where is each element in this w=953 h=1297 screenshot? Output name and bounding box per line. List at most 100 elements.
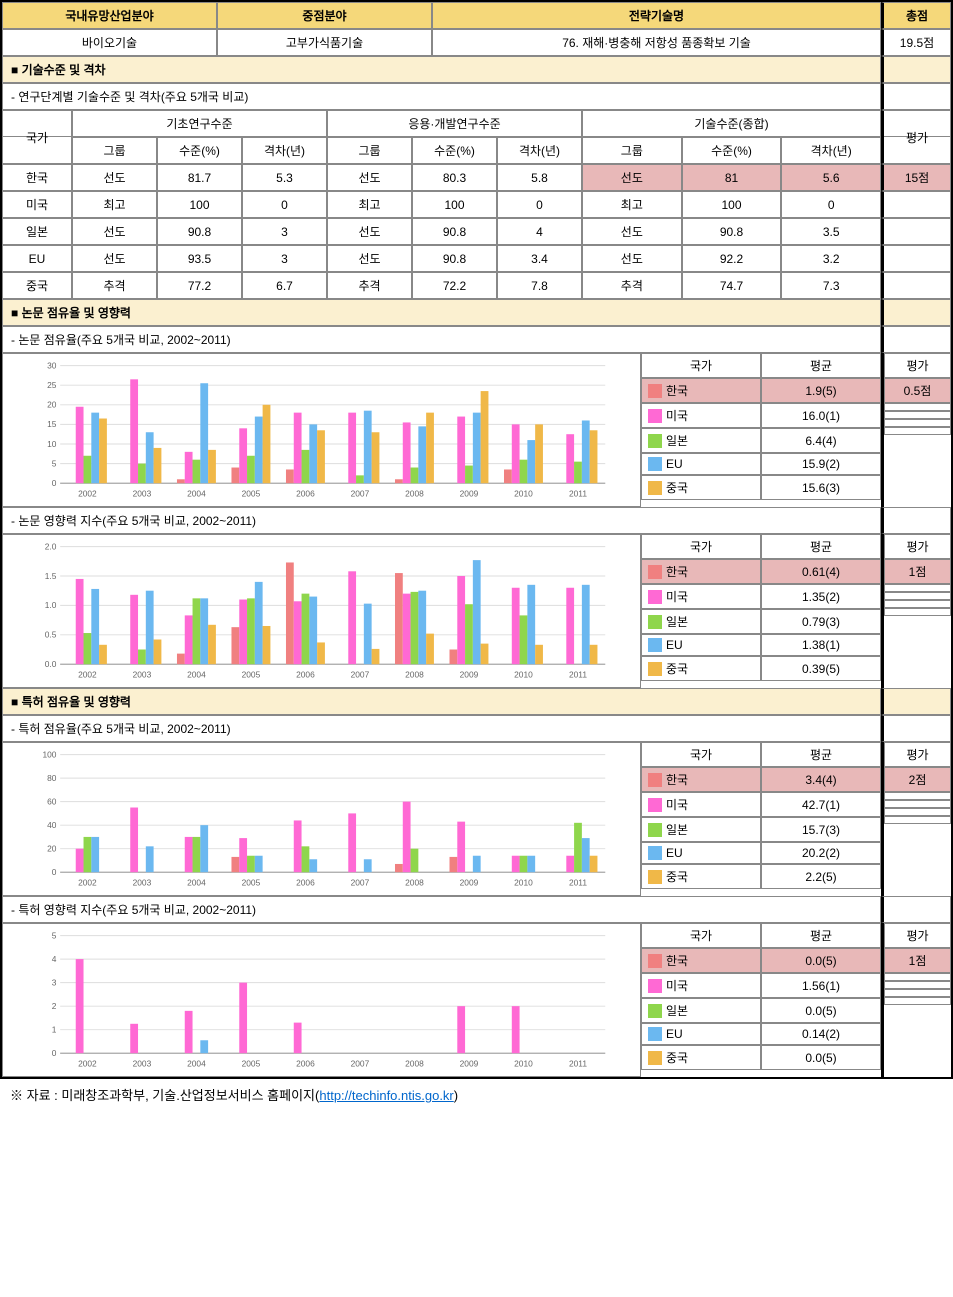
bar <box>372 649 380 664</box>
bar <box>457 1006 465 1053</box>
bar <box>146 846 154 872</box>
legend-swatch <box>648 823 662 837</box>
tech-row: 일본선도90.83선도90.84선도90.83.5 <box>2 218 951 245</box>
tech-cell: 5.6 <box>781 164 881 191</box>
legend-swatch <box>648 870 662 884</box>
legend-eval-blank <box>884 808 951 816</box>
bar <box>263 626 271 664</box>
legend-avg: 15.6(3) <box>761 475 881 500</box>
bar <box>465 466 473 484</box>
val-col3: 76. 재해·병충해 저항성 품종확보 기술 <box>432 29 881 56</box>
svg-text:2011: 2011 <box>569 877 587 887</box>
th-g1-group: 그룹 <box>72 137 157 164</box>
bar <box>309 597 317 665</box>
bar <box>473 413 481 484</box>
legend-eval-blank <box>884 608 951 616</box>
bar <box>590 645 598 664</box>
legend-avg: 15.7(3) <box>761 817 881 842</box>
svg-text:2004: 2004 <box>187 1058 206 1068</box>
svg-text:0: 0 <box>52 1048 57 1058</box>
chart3-block: - 특허 점유율(주요 5개국 비교, 2002~2011)0204060801… <box>2 715 951 896</box>
bar <box>348 571 356 664</box>
bar <box>200 825 208 872</box>
legend-eval-blank <box>884 411 951 419</box>
svg-text:2004: 2004 <box>187 877 206 887</box>
tech-cell: 선도 <box>582 218 682 245</box>
section2-title: ■ 논문 점유율 및 영향력 <box>2 299 881 326</box>
bar <box>76 407 84 483</box>
legend-swatch <box>648 954 662 968</box>
svg-text:25: 25 <box>47 380 57 390</box>
source-link[interactable]: http://techinfo.ntis.go.kr <box>319 1088 453 1103</box>
bar <box>566 588 574 664</box>
legend-country: EU <box>641 842 761 864</box>
svg-text:2011: 2011 <box>569 669 587 679</box>
svg-text:60: 60 <box>47 796 57 806</box>
chart-legend: 국가평균한국0.61(4)미국1.35(2)일본0.79(3)EU1.38(1)… <box>641 534 881 688</box>
svg-text:2007: 2007 <box>351 1058 370 1068</box>
tech-cell: 90.8 <box>412 218 497 245</box>
chart-legend: 국가평균한국3.4(4)미국42.7(1)일본15.7(3)EU20.2(2)중… <box>641 742 881 896</box>
section2-blank <box>881 299 951 326</box>
tech-row: 한국선도81.75.3선도80.35.8선도815.615점 <box>2 164 951 191</box>
legend-hdr-eval: 평가 <box>884 353 951 378</box>
hdr-col2: 중점분야 <box>217 2 432 29</box>
tech-cell: 4 <box>497 218 582 245</box>
tech-cell: 80.3 <box>412 164 497 191</box>
bar <box>154 640 162 665</box>
legend-country: 중국 <box>641 475 761 500</box>
bar <box>193 837 201 872</box>
legend-eval-val: 0.5점 <box>884 378 951 403</box>
bar <box>208 450 216 483</box>
legend-swatch <box>648 409 662 423</box>
section1-score-blank <box>881 56 951 83</box>
bar <box>294 413 302 484</box>
chart-subtitle: - 특허 점유율(주요 5개국 비교, 2002~2011) <box>2 715 881 742</box>
svg-text:15: 15 <box>47 419 57 429</box>
tech-cell: 0 <box>242 191 327 218</box>
section1-subtitle-row: - 연구단계별 기술수준 및 격차(주요 5개국 비교) <box>2 83 951 110</box>
header-val-row: 바이오기술 고부가식품기술 76. 재해·병충해 저항성 품종확보 기술 19.… <box>2 29 951 56</box>
tech-row: EU선도93.53선도90.83.4선도92.23.2 <box>2 245 951 272</box>
bar <box>590 856 598 872</box>
tech-cell: 90.8 <box>157 218 242 245</box>
chart-legend: 국가평균한국1.9(5)미국16.0(1)일본6.4(4)EU15.9(2)중국… <box>641 353 881 507</box>
th-g3-level: 수준(%) <box>682 137 782 164</box>
bar <box>527 856 535 872</box>
bar <box>411 849 419 873</box>
source-suffix: ) <box>454 1088 458 1103</box>
tech-cell: 90.8 <box>412 245 497 272</box>
svg-text:2006: 2006 <box>296 1058 315 1068</box>
bar <box>395 864 403 872</box>
section2-title-row: ■ 논문 점유율 및 영향력 <box>2 299 951 326</box>
th-g1-gap: 격차(년) <box>242 137 327 164</box>
th-g2: 응용·개발연구수준 <box>327 110 582 137</box>
legend-hdr-avg: 평균 <box>761 923 881 948</box>
legend-eval-blank <box>884 997 951 1005</box>
bar <box>403 802 411 873</box>
bar <box>154 448 162 483</box>
legend-swatch <box>648 457 662 471</box>
bar <box>130 379 138 483</box>
bar <box>356 475 364 483</box>
bar <box>84 456 92 483</box>
bar <box>294 820 302 872</box>
svg-text:2004: 2004 <box>187 669 206 679</box>
bar <box>130 595 138 664</box>
report-table: 국내유망산업분야 중점분야 전략기술명 총점 바이오기술 고부가식품기술 76.… <box>0 0 953 1079</box>
legend-swatch <box>648 1004 662 1018</box>
section1-subtitle: - 연구단계별 기술수준 및 격차(주요 5개국 비교) <box>2 83 881 110</box>
svg-text:20: 20 <box>47 843 57 853</box>
legend-swatch <box>648 979 662 993</box>
tech-cell: 100 <box>157 191 242 218</box>
legend-avg: 1.56(1) <box>761 973 881 998</box>
section3-blank <box>881 688 951 715</box>
tech-cell: 선도 <box>582 164 682 191</box>
bar <box>481 644 489 665</box>
svg-text:2009: 2009 <box>460 669 479 679</box>
bar <box>574 823 582 872</box>
legend-eval-val: 2점 <box>884 767 951 792</box>
svg-text:4: 4 <box>52 954 57 964</box>
bar <box>566 856 574 872</box>
tech-eval-cell <box>881 191 951 218</box>
